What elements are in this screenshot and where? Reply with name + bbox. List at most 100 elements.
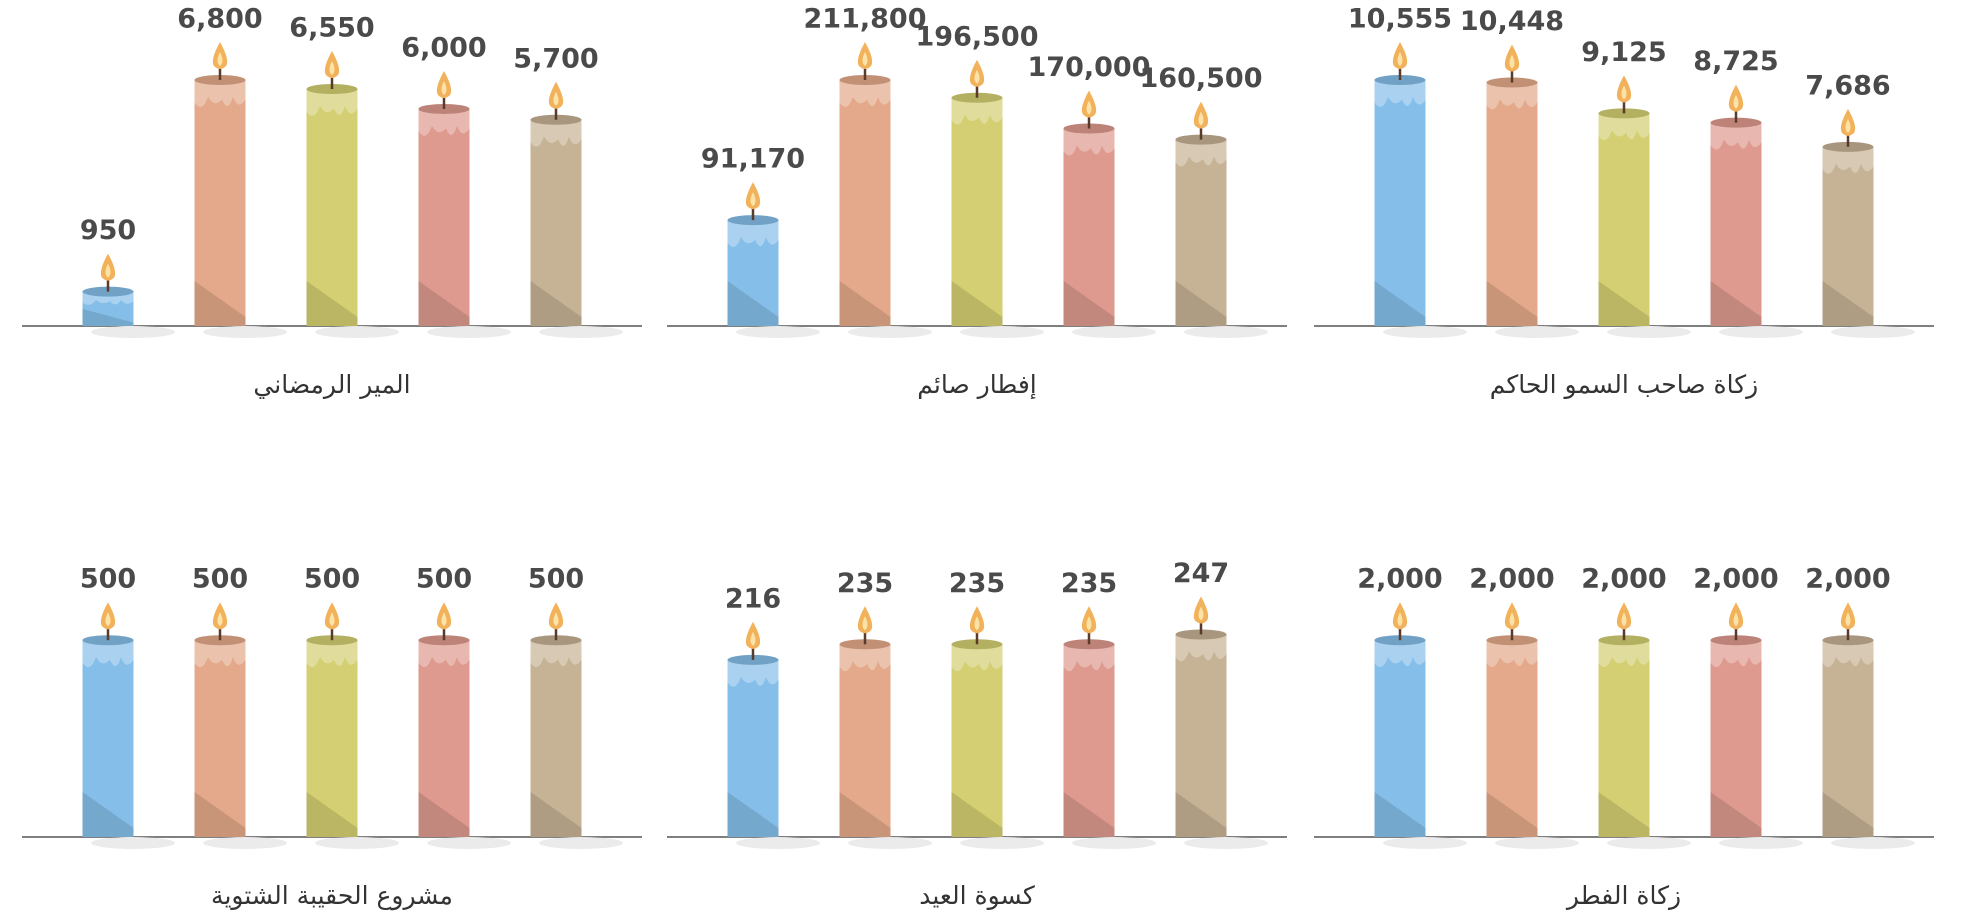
candle-shade — [1374, 281, 1426, 326]
bar — [1486, 82, 1538, 326]
chart-title: زكاة صاحب السمو الحاكم — [1490, 370, 1758, 400]
candle-shadow — [1607, 837, 1691, 849]
candle-chart: المير الرمضاني 950 6,800 6,550 6,000 5,700 — [22, 4, 642, 399]
candle-shade — [1710, 792, 1762, 837]
flame-core — [1621, 612, 1627, 627]
candle-drip — [1486, 640, 1538, 668]
candle-shade — [727, 281, 779, 326]
value-label: 5,700 — [513, 43, 598, 74]
candle-shadow — [1831, 837, 1915, 849]
flame-core — [1086, 100, 1092, 115]
candle-shadow — [539, 837, 623, 849]
value-label: 500 — [80, 564, 136, 595]
candle-shade — [951, 792, 1003, 837]
candle-drip — [727, 220, 779, 247]
candle-drip — [530, 640, 582, 668]
candle-drip — [839, 644, 891, 672]
flame-core — [862, 616, 868, 631]
candle-drip — [306, 640, 358, 668]
candle-drip — [194, 80, 246, 107]
candle-chart: إفطار صائم 91,170 211,800196,500170,000160… — [667, 4, 1287, 400]
candle-shadow — [1719, 837, 1803, 849]
value-label: 160,500 — [1140, 63, 1263, 94]
candle-shade — [306, 281, 358, 326]
chart-title: زكاة الفطر — [1565, 881, 1681, 910]
bar — [194, 80, 246, 326]
value-label: 91,170 — [701, 144, 805, 175]
candle-shade — [951, 281, 1003, 326]
flame-core — [553, 612, 559, 627]
flame-core — [105, 263, 111, 278]
value-label: 10,555 — [1348, 4, 1452, 35]
candle-drip — [1710, 122, 1762, 150]
candle-shade — [530, 792, 582, 837]
candle-shadow — [736, 837, 820, 849]
candle-shadow — [1383, 837, 1467, 849]
flame-core — [1733, 612, 1739, 627]
flame-core — [329, 61, 335, 76]
candle-drip — [1374, 640, 1426, 668]
candle-shadow — [848, 837, 932, 849]
value-label: 7,686 — [1805, 70, 1890, 101]
value-label: 500 — [528, 564, 584, 595]
candle-chart: مشروع الحقيبة الشتوية 500 500 500 500 500 — [22, 564, 642, 911]
candle-drip — [951, 644, 1003, 672]
candle-shade — [1063, 281, 1115, 326]
candle-drip — [839, 80, 891, 107]
candle-drip — [1598, 113, 1650, 141]
candle-drip — [1063, 644, 1115, 672]
candle-shade — [418, 792, 470, 837]
flame-core — [329, 612, 335, 627]
candle-shadow — [203, 837, 287, 849]
candle-shade — [306, 792, 358, 837]
candle-shade — [194, 792, 246, 837]
flame-core — [1509, 54, 1515, 69]
candle-shade — [418, 281, 470, 326]
value-label: 196,500 — [916, 21, 1039, 52]
value-label: 2,000 — [1581, 564, 1666, 595]
bar — [1374, 80, 1426, 326]
value-label: 247 — [1173, 558, 1229, 589]
candle-chart: زكاة الفطر 2,000 2,000 2,000 2,000 2,000 — [1314, 564, 1934, 910]
candle-shadow — [1495, 837, 1579, 849]
chart-title: المير الرمضاني — [253, 370, 410, 399]
candle-shade — [1822, 792, 1874, 837]
flame-core — [1397, 612, 1403, 627]
flame-core — [750, 631, 756, 646]
candle-drip — [82, 640, 134, 668]
flame-core — [1733, 94, 1739, 109]
chart-title: مشروع الحقيبة الشتوية — [211, 881, 453, 911]
candle-shade — [1710, 281, 1762, 326]
flame-core — [553, 91, 559, 106]
flame-core — [1086, 616, 1092, 631]
candle-shadow — [1072, 326, 1156, 338]
value-label: 2,000 — [1805, 564, 1890, 595]
candle-shade — [727, 792, 779, 837]
candle-shadow — [1495, 326, 1579, 338]
candle-shadow — [1184, 837, 1268, 849]
candle-shadow — [539, 326, 623, 338]
bar — [839, 80, 891, 326]
candle-shade — [1598, 281, 1650, 326]
flame-core — [1621, 85, 1627, 100]
candle-shade — [839, 792, 891, 837]
value-label: 500 — [304, 564, 360, 595]
flame-core — [105, 612, 111, 627]
candle-shadow — [1607, 326, 1691, 338]
value-label: 2,000 — [1469, 564, 1554, 595]
candle-shade — [82, 308, 134, 326]
candle-shade — [194, 281, 246, 326]
candle-shadow — [736, 326, 820, 338]
candle-shade — [839, 281, 891, 326]
candle-shadow — [848, 326, 932, 338]
candle-drip — [1175, 139, 1227, 167]
candle-shade — [1374, 792, 1426, 837]
candle-drip — [418, 640, 470, 668]
candle-drip — [530, 119, 582, 147]
value-label: 211,800 — [804, 4, 927, 35]
candle-drip — [194, 640, 246, 668]
candle-drip — [727, 659, 779, 687]
value-label: 6,800 — [177, 4, 262, 35]
flame-core — [217, 52, 223, 66]
